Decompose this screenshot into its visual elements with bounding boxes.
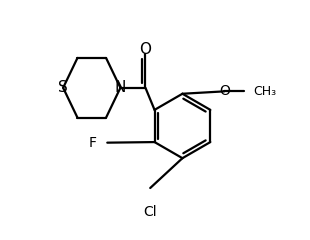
Text: F: F bbox=[89, 136, 96, 150]
Text: CH₃: CH₃ bbox=[253, 85, 276, 98]
Text: Cl: Cl bbox=[144, 205, 157, 219]
Text: S: S bbox=[58, 80, 68, 95]
Text: N: N bbox=[115, 80, 126, 95]
Text: O: O bbox=[219, 84, 230, 98]
Text: O: O bbox=[140, 42, 152, 57]
